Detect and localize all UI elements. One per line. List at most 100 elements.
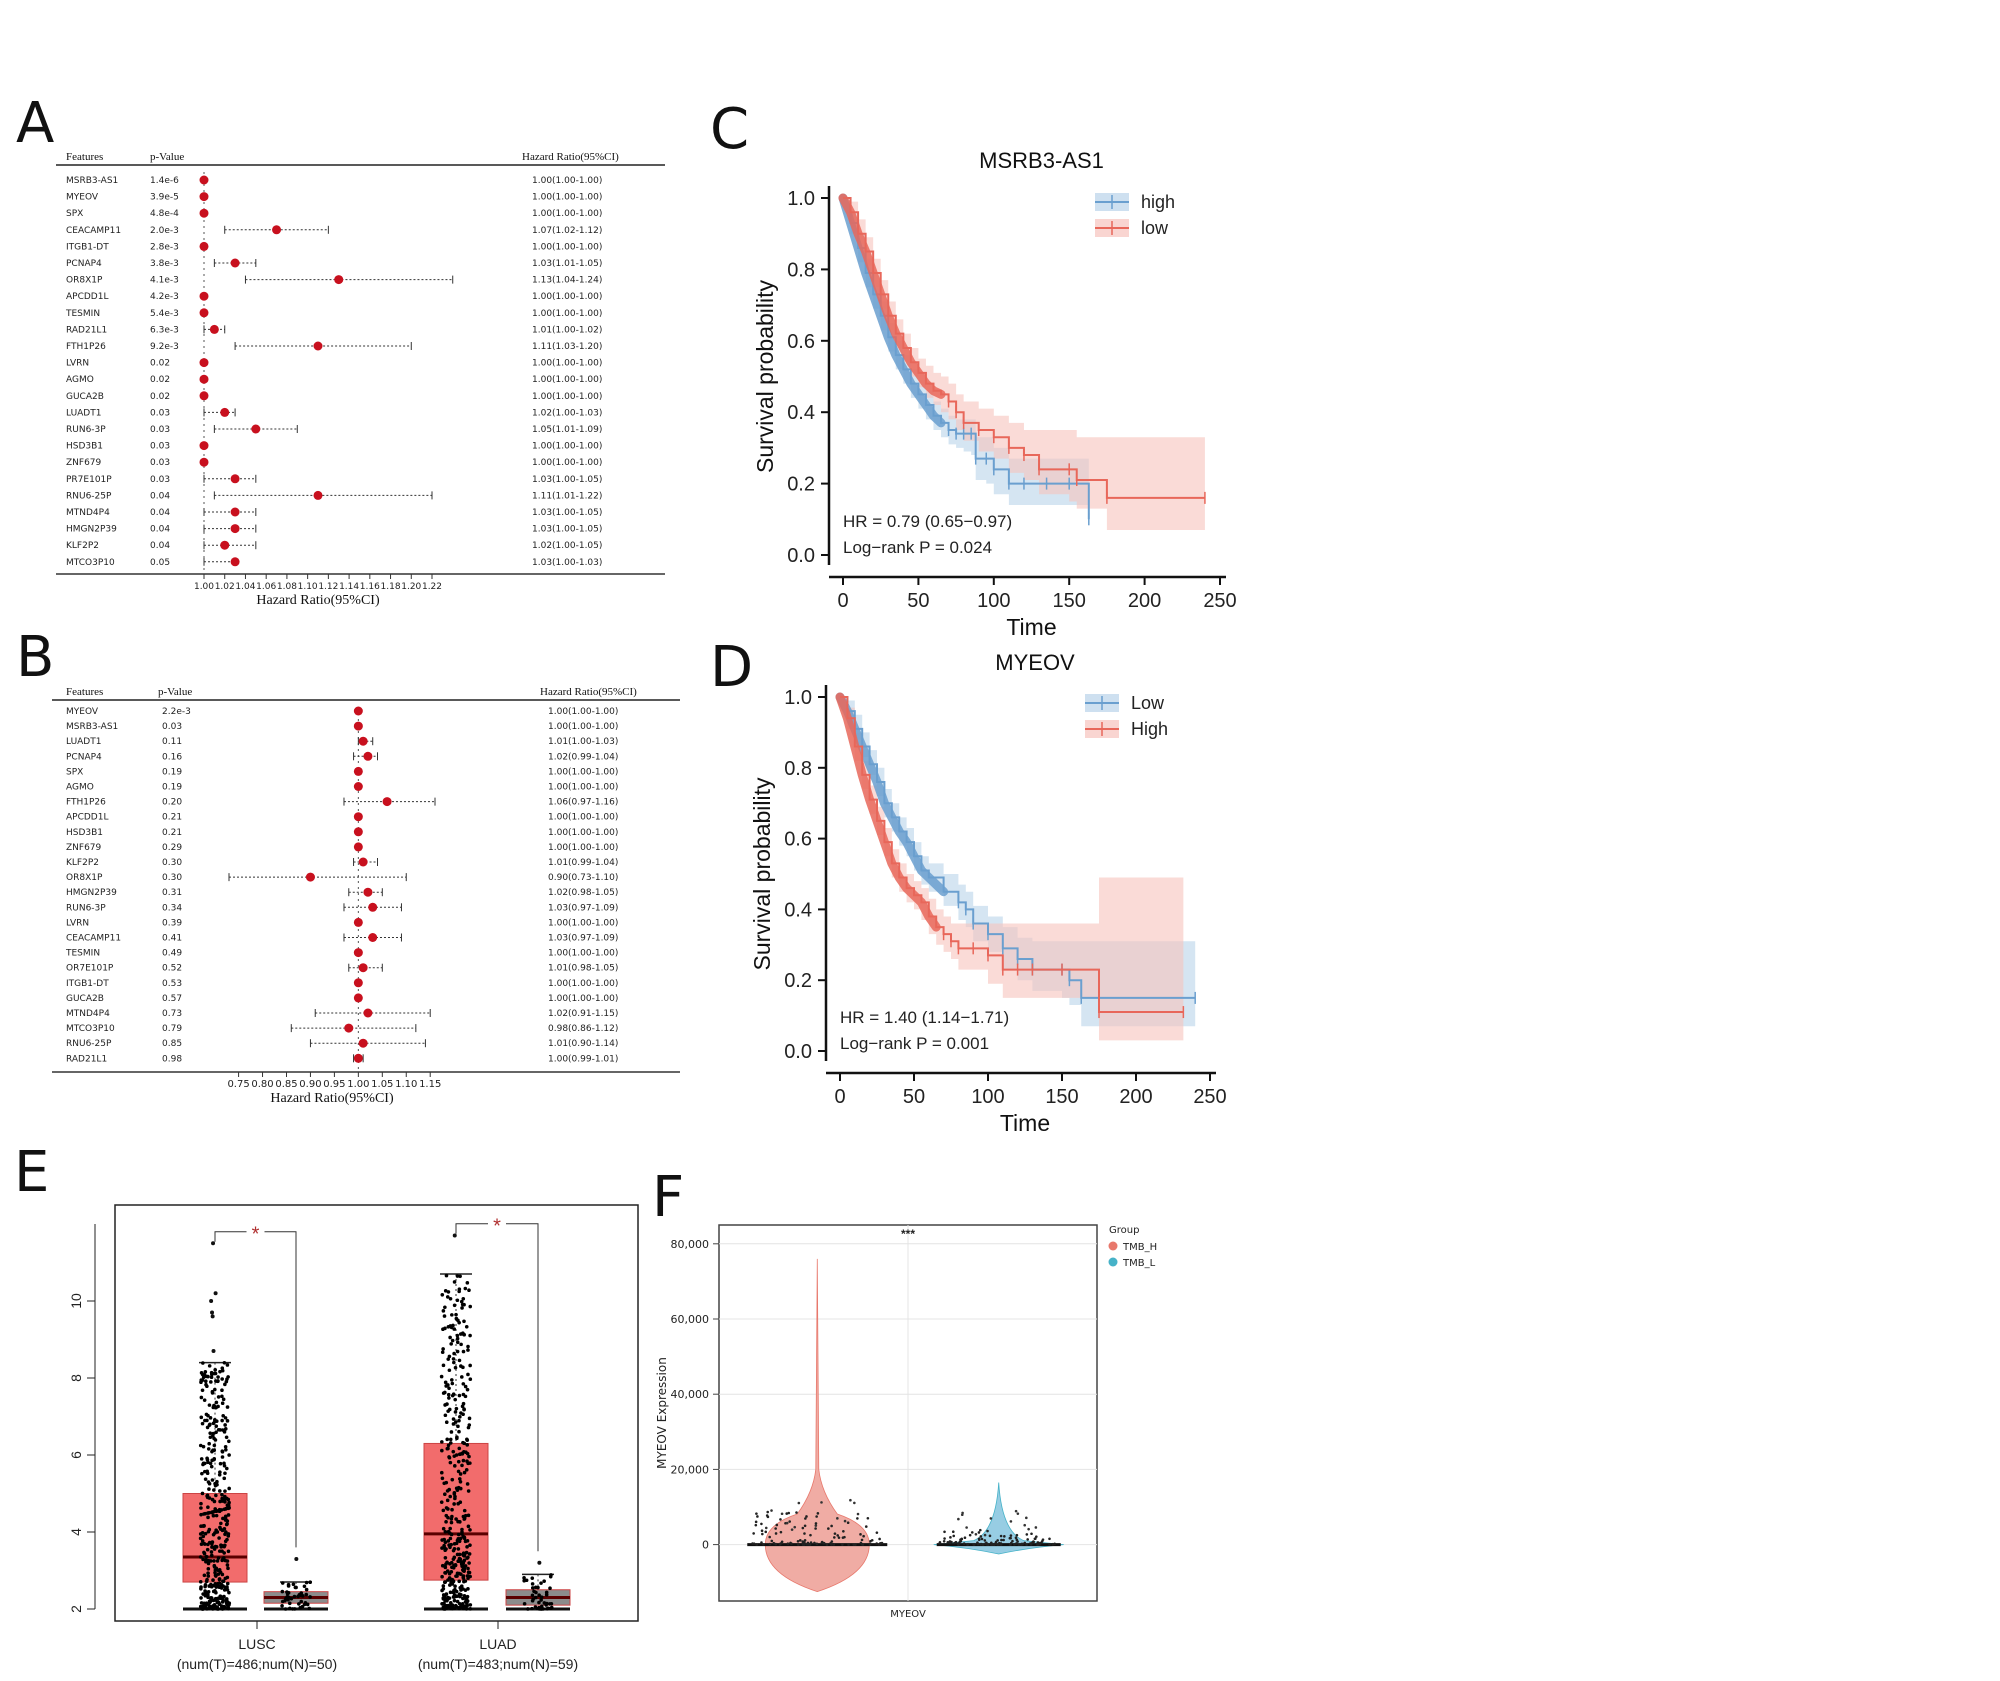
- data-point: [207, 1441, 211, 1446]
- feature-label: FTH1P26: [66, 798, 106, 808]
- data-point: [780, 1540, 784, 1544]
- data-point: [442, 1545, 447, 1550]
- data-point: [994, 1540, 998, 1544]
- data-point: [797, 1543, 800, 1546]
- data-point: [833, 1536, 836, 1539]
- data-point: [859, 1533, 862, 1536]
- data-point: [752, 1532, 755, 1535]
- data-point: [199, 1501, 203, 1506]
- feature-label: RAD21L1: [66, 1054, 107, 1064]
- x-tick-label: 150: [1045, 1086, 1078, 1108]
- data-point: [455, 1436, 459, 1441]
- data-point: [462, 1593, 467, 1598]
- feature-label: PR7E101P: [66, 475, 112, 485]
- data-point: [467, 1561, 471, 1565]
- data-point: [760, 1522, 763, 1526]
- data-point: [462, 1302, 466, 1307]
- data-point: [200, 1388, 205, 1393]
- data-point: [774, 1527, 777, 1530]
- data-point: [1015, 1533, 1019, 1537]
- data-point: [206, 1447, 211, 1451]
- data-point: [226, 1566, 230, 1571]
- hr-point: [199, 175, 209, 185]
- hr-label: 0.90(0.73-1.10): [548, 873, 618, 883]
- data-point: [446, 1529, 451, 1534]
- data-point: [211, 1513, 216, 1518]
- data-point: [447, 1396, 451, 1400]
- table-row: MSRB3-AS1 1.4e-6 1.00(1.00-1.00): [66, 175, 602, 186]
- table-row: AGMO 0.19 1.00(1.00-1.00): [66, 782, 618, 793]
- data-point: [223, 1500, 227, 1504]
- data-point: [460, 1404, 465, 1409]
- feature-label: MSRB3-AS1: [66, 176, 118, 186]
- data-point: [459, 1364, 463, 1368]
- table-row: RUN6-3P 0.03 1.05(1.01-1.09): [66, 424, 602, 435]
- hr-label: 1.11(1.03-1.20): [532, 342, 602, 352]
- data-point: [198, 1536, 203, 1541]
- data-point: [446, 1392, 451, 1397]
- data-point: [460, 1532, 464, 1536]
- data-point: [210, 1540, 215, 1544]
- y-axis-title: Survival probability: [749, 777, 775, 971]
- pvalue-label: 5.4e-3: [150, 309, 179, 319]
- table-row: SPX 0.19 1.00(1.00-1.00): [66, 766, 618, 777]
- data-point: [467, 1288, 471, 1293]
- data-point: [206, 1413, 210, 1418]
- hr-label: 1.03(0.97-1.09): [548, 903, 618, 913]
- data-point: [1051, 1542, 1055, 1546]
- table-row: GUCA2B 0.02 1.00(1.00-1.00): [66, 391, 602, 402]
- pvalue-label: 0.79: [162, 1024, 182, 1034]
- data-point: [212, 1448, 217, 1453]
- data-point: [443, 1555, 448, 1560]
- feature-label: OR8X1P: [66, 873, 103, 883]
- data-point: [212, 1488, 216, 1492]
- data-point: [868, 1542, 872, 1546]
- data-point: [862, 1534, 865, 1538]
- table-row: RNU6-25P 0.85 1.01(0.90-1.14): [66, 1038, 618, 1049]
- data-point: [440, 1476, 445, 1481]
- data-point: [463, 1588, 468, 1592]
- y-tick-label: 2: [68, 1605, 84, 1613]
- panel-label-d: D: [710, 635, 754, 700]
- outlier-point: [211, 1241, 216, 1246]
- data-point: [448, 1335, 452, 1340]
- hr-label: 1.01(1.00-1.02): [532, 325, 602, 335]
- data-point: [226, 1549, 231, 1554]
- data-point: [766, 1510, 770, 1514]
- data-point: [454, 1312, 458, 1317]
- data-point: [199, 1457, 204, 1461]
- ci-band-high: [840, 697, 1184, 1041]
- data-point: [443, 1326, 447, 1331]
- data-point: [226, 1513, 231, 1517]
- data-point: [441, 1526, 446, 1531]
- x-tick-label: 0.85: [275, 1079, 297, 1090]
- pvalue-label: 2.2e-3: [162, 707, 191, 717]
- data-point: [454, 1517, 458, 1521]
- outlier-point: [537, 1560, 542, 1565]
- data-point: [536, 1585, 540, 1590]
- data-point: [869, 1539, 872, 1543]
- data-point: [970, 1531, 974, 1534]
- data-point: [209, 1375, 214, 1380]
- data-point: [456, 1537, 461, 1541]
- data-point: [201, 1361, 205, 1365]
- pvalue-label: 2.0e-3: [150, 226, 179, 236]
- data-point: [214, 1590, 218, 1595]
- legend-label: high: [1141, 192, 1175, 212]
- data-point: [461, 1458, 466, 1463]
- feature-label: TESMIN: [65, 309, 100, 319]
- data-point: [852, 1543, 856, 1546]
- outlier-point: [770, 1509, 773, 1512]
- data-point: [445, 1295, 450, 1299]
- table-row: ZNF679 0.03 1.00(1.00-1.00): [66, 457, 602, 468]
- data-point: [200, 1471, 204, 1476]
- data-point: [464, 1324, 469, 1329]
- data-point: [1048, 1537, 1051, 1541]
- hr-point: [199, 208, 209, 218]
- data-point: [213, 1570, 217, 1575]
- data-point: [210, 1391, 215, 1395]
- data-point: [447, 1354, 452, 1359]
- data-point: [464, 1468, 469, 1472]
- data-point: [217, 1577, 222, 1582]
- feature-label: MTND4P4: [66, 508, 110, 518]
